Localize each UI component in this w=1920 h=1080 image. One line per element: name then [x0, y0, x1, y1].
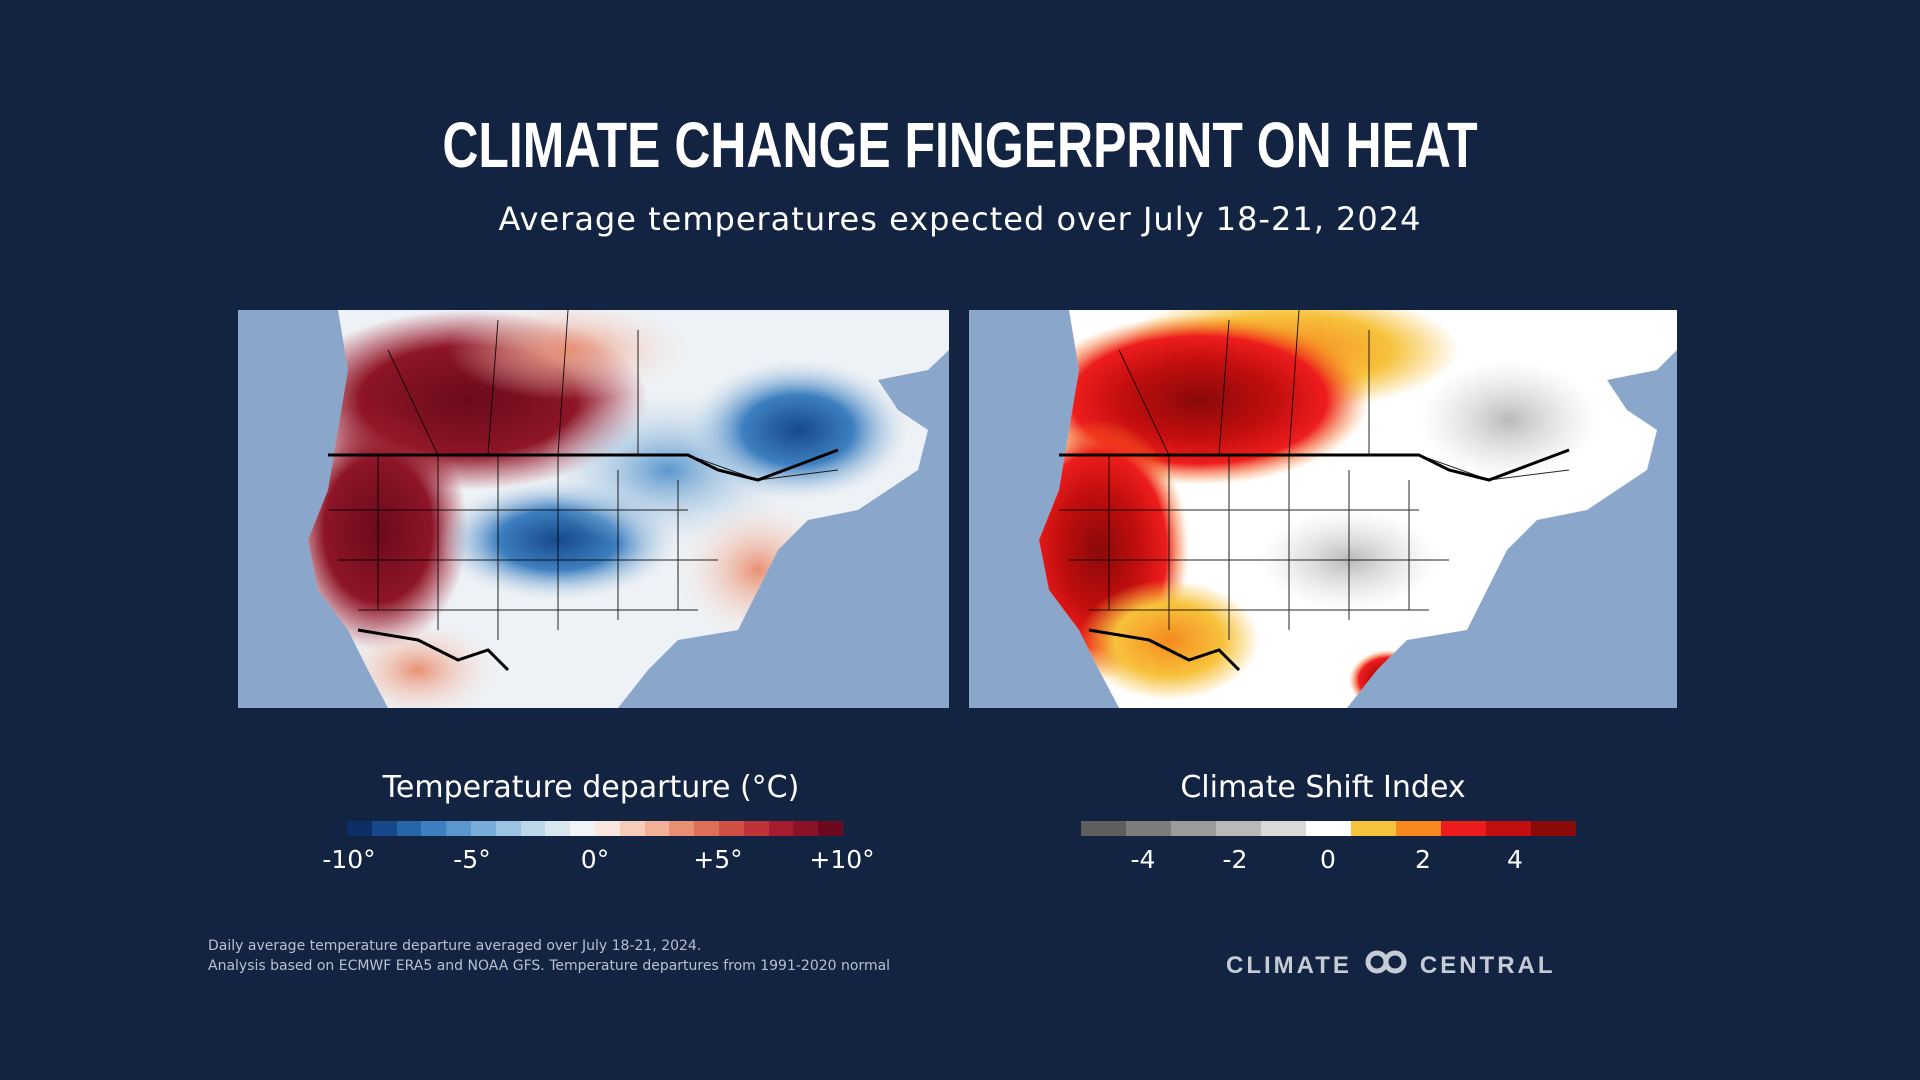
colorbar-swatch [396, 821, 422, 836]
colorbar-swatch [495, 821, 521, 836]
colorbar-swatch [818, 821, 843, 836]
brand-word-left: CLIMATE [1226, 951, 1352, 979]
colorbar-swatch [1216, 821, 1261, 836]
colorbar-swatch [1261, 821, 1306, 836]
colorbar-swatch [470, 821, 496, 836]
colorbar-swatch [1351, 821, 1396, 836]
brand-word-right: CENTRAL [1419, 951, 1556, 979]
csi-legend-title: Climate Shift Index [1180, 770, 1466, 805]
colorbar-swatch [1486, 821, 1531, 836]
colorbar-swatch [594, 821, 620, 836]
colorbar-swatch [545, 821, 571, 836]
colorbar-swatch [669, 821, 695, 836]
colorbar-swatch [1306, 821, 1351, 836]
temperature-tick: +10° [809, 845, 875, 874]
csi-tick: 4 [1507, 845, 1523, 874]
colorbar-swatch [1441, 821, 1486, 836]
colorbar-swatch [1531, 821, 1576, 836]
colorbar-swatch [1081, 821, 1126, 836]
page-subtitle: Average temperatures expected over July … [498, 200, 1422, 238]
colorbar-swatch [421, 821, 447, 836]
colorbar-swatch [793, 821, 819, 836]
colorbar-swatch [718, 821, 744, 836]
climate-central-logo: CLIMATE CENTRAL [1226, 950, 1556, 981]
colorbar-swatch [347, 821, 372, 836]
colorbar-swatch [371, 821, 397, 836]
temperature-legend-colorbar [347, 821, 843, 836]
page-title: CLIMATE CHANGE FINGERPRINT ON HEAT [442, 109, 1478, 181]
climate-shift-index-map [969, 310, 1677, 708]
csi-tick: -2 [1222, 845, 1248, 874]
temperature-tick: -10° [322, 845, 376, 874]
temperature-tick: +5° [693, 845, 743, 874]
colorbar-swatch [743, 821, 769, 836]
csi-tick: -4 [1130, 845, 1156, 874]
temperature-tick: 0° [580, 845, 610, 874]
colorbar-swatch [1171, 821, 1216, 836]
footnote-line: Daily average temperature departure aver… [208, 938, 702, 954]
colorbar-swatch [644, 821, 670, 836]
temperature-tick: -5° [453, 845, 491, 874]
colorbar-swatch [1396, 821, 1441, 836]
colorbar-swatch [768, 821, 794, 836]
footnote-line: Analysis based on ECMWF ERA5 and NOAA GF… [208, 958, 891, 974]
colorbar-swatch [520, 821, 546, 836]
colorbar-swatch [619, 821, 645, 836]
colorbar-swatch [446, 821, 471, 836]
colorbar-swatch [1126, 821, 1171, 836]
linked-rings-icon [1362, 950, 1410, 981]
csi-legend-colorbar [1081, 821, 1576, 836]
csi-tick: 2 [1415, 845, 1431, 874]
colorbar-swatch [570, 821, 595, 836]
colorbar-swatch [694, 821, 719, 836]
csi-tick: 0 [1320, 845, 1336, 874]
temperature-legend-title: Temperature departure (°C) [382, 770, 800, 805]
temperature-departure-map [238, 310, 949, 708]
